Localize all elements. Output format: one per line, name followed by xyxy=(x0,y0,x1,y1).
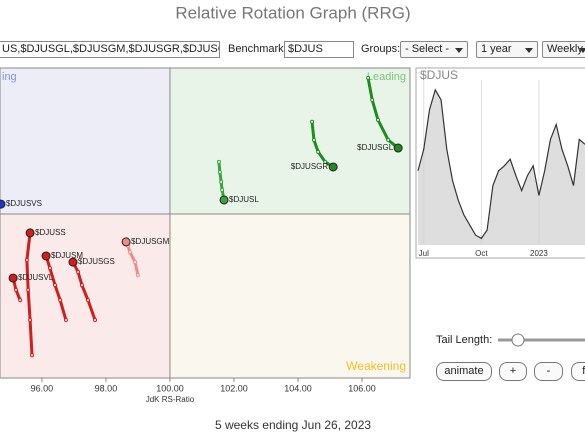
tail-marker xyxy=(18,298,23,303)
tail-marker xyxy=(58,298,63,303)
tail-marker xyxy=(53,283,58,288)
tail-marker xyxy=(93,318,98,323)
button[interactable]: - xyxy=(534,362,563,381)
x-tick-label: Oct xyxy=(475,249,488,258)
series-label: $DJUSGM xyxy=(131,237,170,246)
series-label: $DJUSM xyxy=(51,251,83,260)
tail-marker xyxy=(323,159,328,164)
series-label: $DJUSGL xyxy=(357,143,394,152)
page-title: Relative Rotation Graph (RRG) xyxy=(175,3,410,22)
head-marker xyxy=(41,251,51,261)
tail-marker xyxy=(135,273,140,278)
head-marker xyxy=(219,195,229,205)
series-label: $DJUSGS xyxy=(78,257,115,266)
slider-knob[interactable] xyxy=(511,333,525,347)
price-area xyxy=(418,89,585,246)
tail-marker xyxy=(316,149,321,154)
tail-marker xyxy=(217,170,222,175)
tail-marker xyxy=(14,287,19,292)
tail-marker xyxy=(310,119,315,124)
tail-marker xyxy=(219,180,224,185)
head-marker xyxy=(8,273,18,283)
symbols-input[interactable]: US,$DJUSGL,$DJUSGM,$DJUSGR,$DJUSGS xyxy=(0,41,220,58)
x-axis-title: JdK RS-Ratio xyxy=(146,395,195,404)
tail-marker xyxy=(79,283,84,288)
head-marker xyxy=(25,228,35,238)
tail-marker xyxy=(127,250,132,255)
quadrant-weakening xyxy=(169,214,410,378)
quadrant-improving xyxy=(0,68,170,215)
benchmark-input[interactable]: $DJUS xyxy=(284,41,354,58)
button[interactable]: + xyxy=(499,362,527,381)
footer: 5 weeks ending Jun 26, 2023 xyxy=(215,418,371,432)
benchmark-label: Benchmark: xyxy=(228,43,287,55)
x-tick-label: 106.00 xyxy=(348,383,376,393)
tail-marker xyxy=(375,117,380,122)
x-tick-label: 98.00 xyxy=(95,383,118,393)
tail-marker xyxy=(220,188,225,193)
quadrant-leading xyxy=(169,68,410,215)
tail-marker xyxy=(366,75,371,80)
series-label: $DJUSL xyxy=(229,195,259,204)
tail-marker xyxy=(30,353,35,358)
tail-marker xyxy=(26,287,31,292)
head-marker xyxy=(328,162,338,172)
tail-marker xyxy=(386,138,391,143)
x-tick-label: 104.00 xyxy=(284,383,312,393)
tail-marker xyxy=(24,258,29,263)
quadrant-label: Weakening xyxy=(346,359,406,373)
tail-marker xyxy=(86,298,91,303)
tail-length-label: Tail Length: xyxy=(436,334,493,346)
plot-frame xyxy=(0,67,411,379)
button[interactable]: animate xyxy=(436,362,492,381)
tail-marker xyxy=(63,318,68,323)
quadrant-label: ing xyxy=(2,71,17,83)
button[interactable]: fi xyxy=(571,362,585,381)
tail-marker xyxy=(76,269,81,274)
head-marker xyxy=(68,257,78,267)
series-label: $DJUSVL xyxy=(18,273,54,282)
head-marker xyxy=(0,199,6,209)
price-line xyxy=(417,88,585,240)
tail-marker xyxy=(133,260,138,265)
price-symbol: $DJUS xyxy=(420,68,458,82)
tail-marker xyxy=(216,159,221,164)
x-tick-label: 96.00 xyxy=(31,383,54,393)
series-label: $DJUSGR xyxy=(291,162,329,171)
series-label: $DJUSVS xyxy=(6,199,42,208)
series-label: $DJUSS xyxy=(35,228,66,237)
head-marker xyxy=(393,143,403,153)
frequency-select[interactable]: Weekly xyxy=(542,41,585,58)
tail-marker xyxy=(311,138,316,143)
groups-select[interactable]: - Select - xyxy=(400,41,468,58)
head-marker xyxy=(121,237,131,247)
groups-label: Groups: xyxy=(361,43,401,55)
quadrant-label: Leading xyxy=(367,71,406,83)
tail-marker xyxy=(28,318,33,323)
x-tick-label: 102.00 xyxy=(220,383,248,393)
x-tick-label: Jul xyxy=(419,249,429,258)
tail-marker xyxy=(47,266,52,271)
x-tick-label: 2023 xyxy=(530,249,548,258)
x-tick-label: 100.00 xyxy=(156,383,184,393)
tail-marker xyxy=(370,98,375,103)
period-select[interactable]: 1 year xyxy=(476,41,538,58)
